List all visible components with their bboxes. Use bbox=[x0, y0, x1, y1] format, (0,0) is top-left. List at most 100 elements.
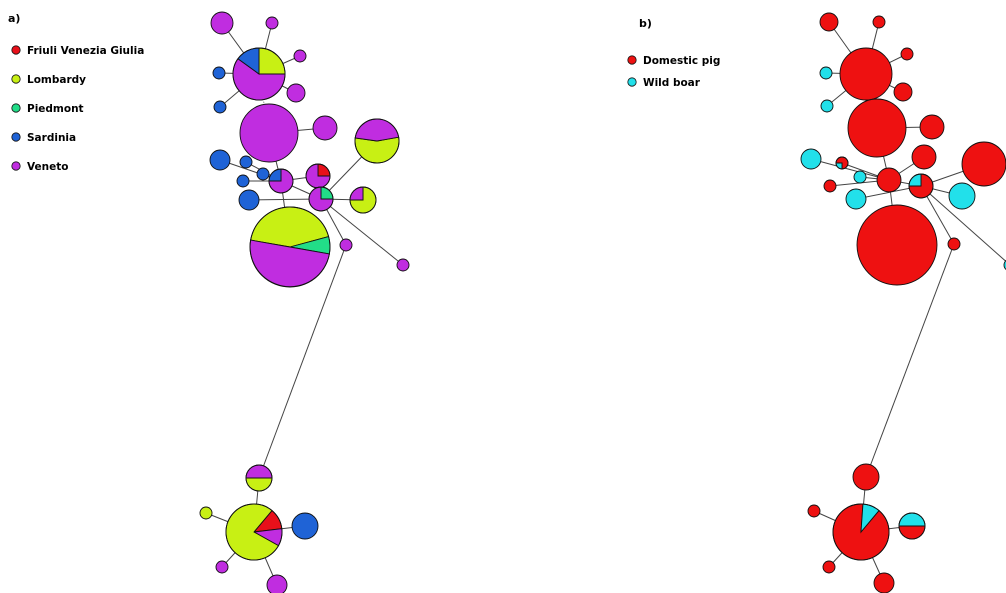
node-wild-fill bbox=[800, 148, 822, 170]
haplotype-node bbox=[900, 47, 914, 61]
haplotype-node bbox=[820, 99, 834, 113]
pie-slice-domestic bbox=[898, 525, 926, 540]
node-wild-fill bbox=[948, 182, 976, 210]
legend-swatch-wild bbox=[627, 77, 637, 87]
node-veneto-fill bbox=[266, 574, 288, 593]
network-host bbox=[800, 12, 1006, 593]
network-edge bbox=[865, 243, 955, 478]
node-veneto-fill bbox=[210, 11, 234, 35]
panel-b: b) Domestic pig Wild boar bbox=[627, 12, 1006, 593]
haplotype-node bbox=[911, 144, 937, 170]
node-lombardy-fill bbox=[199, 506, 213, 520]
haplotype-node bbox=[819, 12, 839, 32]
node-domestic-fill bbox=[852, 463, 880, 491]
pie-slice-wild bbox=[898, 512, 926, 527]
node-veneto-fill bbox=[312, 115, 338, 141]
haplotype-node bbox=[845, 188, 867, 210]
node-outline bbox=[308, 186, 334, 212]
haplotype-node bbox=[210, 11, 234, 35]
node-outline bbox=[898, 512, 926, 540]
haplotype-node bbox=[823, 179, 837, 193]
node-domestic-fill bbox=[876, 167, 902, 193]
network-edge bbox=[920, 185, 1006, 263]
haplotype-node bbox=[215, 560, 229, 574]
node-outline bbox=[268, 168, 294, 194]
pie-slice-veneto bbox=[245, 464, 273, 479]
haplotype-node bbox=[236, 174, 250, 188]
node-sardinia-fill bbox=[236, 174, 250, 188]
haplotype-node bbox=[308, 186, 334, 212]
haplotype-node bbox=[835, 156, 849, 170]
haplotype-node bbox=[354, 118, 400, 164]
node-veneto-fill bbox=[239, 103, 299, 163]
haplotype-node bbox=[245, 464, 273, 492]
legend-item: Domestic pig bbox=[627, 55, 720, 67]
haplotype-node bbox=[856, 204, 938, 286]
haplotype-node bbox=[265, 16, 279, 30]
node-domestic-fill bbox=[893, 82, 913, 102]
haplotype-node bbox=[239, 155, 253, 169]
haplotype-node bbox=[239, 103, 299, 163]
haplotype-node bbox=[948, 182, 976, 210]
legend-item: Sardinia bbox=[11, 132, 76, 144]
haplotype-node bbox=[898, 512, 926, 540]
legend-label: Domestic pig bbox=[643, 55, 720, 67]
legend-label: Lombardy bbox=[27, 74, 86, 86]
node-domestic-fill bbox=[807, 504, 821, 518]
haplotype-node bbox=[339, 238, 353, 252]
haplotype-node bbox=[209, 149, 231, 171]
node-sardinia-fill bbox=[212, 66, 226, 80]
haplotype-node bbox=[225, 503, 283, 561]
haplotype-node bbox=[800, 148, 822, 170]
haplotype-node bbox=[919, 114, 945, 140]
haplotype-node bbox=[256, 167, 270, 181]
haplotype-node bbox=[839, 47, 893, 101]
node-wild-fill bbox=[819, 66, 833, 80]
node-sardinia-fill bbox=[239, 155, 253, 169]
node-outline bbox=[232, 47, 286, 101]
legend-label: Wild boar bbox=[643, 77, 701, 89]
legend-swatch-friuli bbox=[11, 45, 21, 55]
haplotype-node bbox=[312, 115, 338, 141]
haplotype-node bbox=[873, 572, 895, 593]
haplotype-node bbox=[349, 186, 377, 214]
node-sardinia-fill bbox=[256, 167, 270, 181]
legend-swatch-lombardy bbox=[11, 74, 21, 84]
haplotype-node bbox=[213, 100, 227, 114]
node-outline bbox=[354, 118, 400, 164]
node-outline bbox=[225, 503, 283, 561]
haplotype-node bbox=[249, 206, 331, 288]
panel-a-label: a) bbox=[8, 12, 20, 25]
haplotype-node bbox=[199, 506, 213, 520]
node-wild-fill bbox=[853, 170, 867, 184]
network-region bbox=[199, 11, 410, 593]
node-wild-fill bbox=[820, 99, 834, 113]
haplotype-node bbox=[852, 463, 880, 491]
node-domestic-fill bbox=[900, 47, 914, 61]
haplotype-node bbox=[232, 47, 286, 101]
legend-swatch-sardinia bbox=[11, 132, 21, 142]
legend-item: Lombardy bbox=[11, 74, 86, 86]
haplotype-node bbox=[293, 49, 307, 63]
node-domestic-fill bbox=[919, 114, 945, 140]
haplotype-node bbox=[819, 66, 833, 80]
legend-label: Sardinia bbox=[27, 132, 76, 144]
network-nodes bbox=[199, 11, 410, 593]
node-wild-fill bbox=[845, 188, 867, 210]
network-edge bbox=[258, 244, 347, 479]
haplotype-node bbox=[212, 66, 226, 80]
network-nodes bbox=[800, 12, 1006, 593]
node-outline bbox=[832, 503, 890, 561]
node-domestic-fill bbox=[961, 141, 1006, 187]
haplotype-node bbox=[947, 237, 961, 251]
pie-slice-veneto bbox=[354, 118, 400, 142]
pie-slice-lombardy bbox=[245, 477, 273, 492]
node-domestic-fill bbox=[873, 572, 895, 593]
network-edges bbox=[810, 21, 1006, 584]
panel-a: a) Friuli Venezia Giulia Lombardy Piedmont… bbox=[8, 11, 410, 593]
legend-item: Wild boar bbox=[627, 77, 701, 89]
haplotype-node bbox=[286, 83, 306, 103]
haplotype-node bbox=[853, 170, 867, 184]
node-sardinia-fill bbox=[209, 149, 231, 171]
